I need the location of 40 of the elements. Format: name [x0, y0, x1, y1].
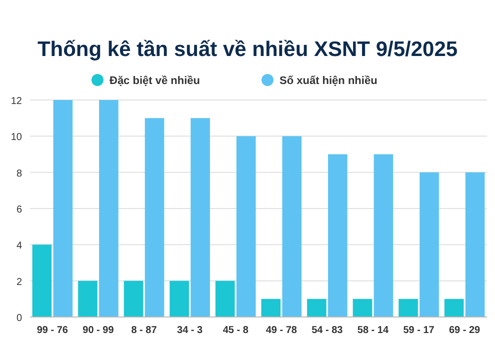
y-tick-label: 2 — [16, 276, 22, 288]
bar — [236, 136, 256, 317]
chart-title: Thống kê tần suất về nhiều XSNT 9/5/2025 — [37, 38, 458, 61]
bar — [307, 298, 326, 317]
bar — [99, 100, 118, 317]
bar — [282, 136, 302, 317]
y-tick-label: 0 — [16, 313, 22, 324]
bar — [374, 154, 394, 317]
bar — [32, 244, 52, 317]
bar — [444, 298, 464, 317]
bar — [53, 100, 73, 317]
y-tick-label: 4 — [16, 240, 22, 252]
y-tick-label: 10 — [10, 132, 22, 144]
bar — [144, 118, 164, 317]
x-tick-label: 99 - 76 — [36, 325, 68, 336]
bar — [465, 172, 485, 317]
bar — [124, 280, 144, 317]
x-tick-label: 58 - 14 — [357, 325, 389, 336]
legend-label: Số xuất hiện nhiều — [280, 75, 378, 87]
bar — [170, 280, 189, 317]
x-tick-label: 8 - 87 — [131, 325, 158, 336]
bar — [78, 280, 98, 317]
bar — [398, 298, 418, 317]
x-tick-label: 45 - 8 — [222, 325, 249, 336]
x-tick-label: 49 - 78 — [266, 325, 298, 336]
legend-label: Đặc biệt về nhiều — [110, 75, 200, 87]
y-tick-label: 6 — [16, 204, 22, 216]
y-tick-label: 8 — [16, 168, 22, 180]
bar — [420, 172, 439, 317]
bar — [261, 298, 281, 317]
x-tick-label: 34 - 3 — [177, 325, 204, 336]
bar — [352, 298, 372, 317]
bar — [215, 280, 235, 317]
bar — [190, 118, 210, 317]
bar — [328, 154, 348, 317]
x-tick-label: 69 - 29 — [448, 325, 481, 336]
y-tick-label: 12 — [10, 96, 22, 107]
x-tick-label: 54 - 83 — [312, 325, 344, 336]
x-tick-label: 90 - 99 — [82, 325, 114, 336]
x-tick-label: 59 - 17 — [403, 325, 435, 336]
